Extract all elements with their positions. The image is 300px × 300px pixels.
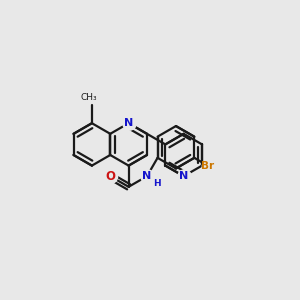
Text: Br: Br [202, 161, 214, 171]
Text: N: N [124, 118, 133, 128]
Text: O: O [105, 170, 115, 183]
Text: CH₃: CH₃ [81, 93, 97, 102]
Text: N: N [142, 171, 152, 181]
Text: H: H [153, 179, 161, 188]
Text: N: N [179, 171, 188, 181]
